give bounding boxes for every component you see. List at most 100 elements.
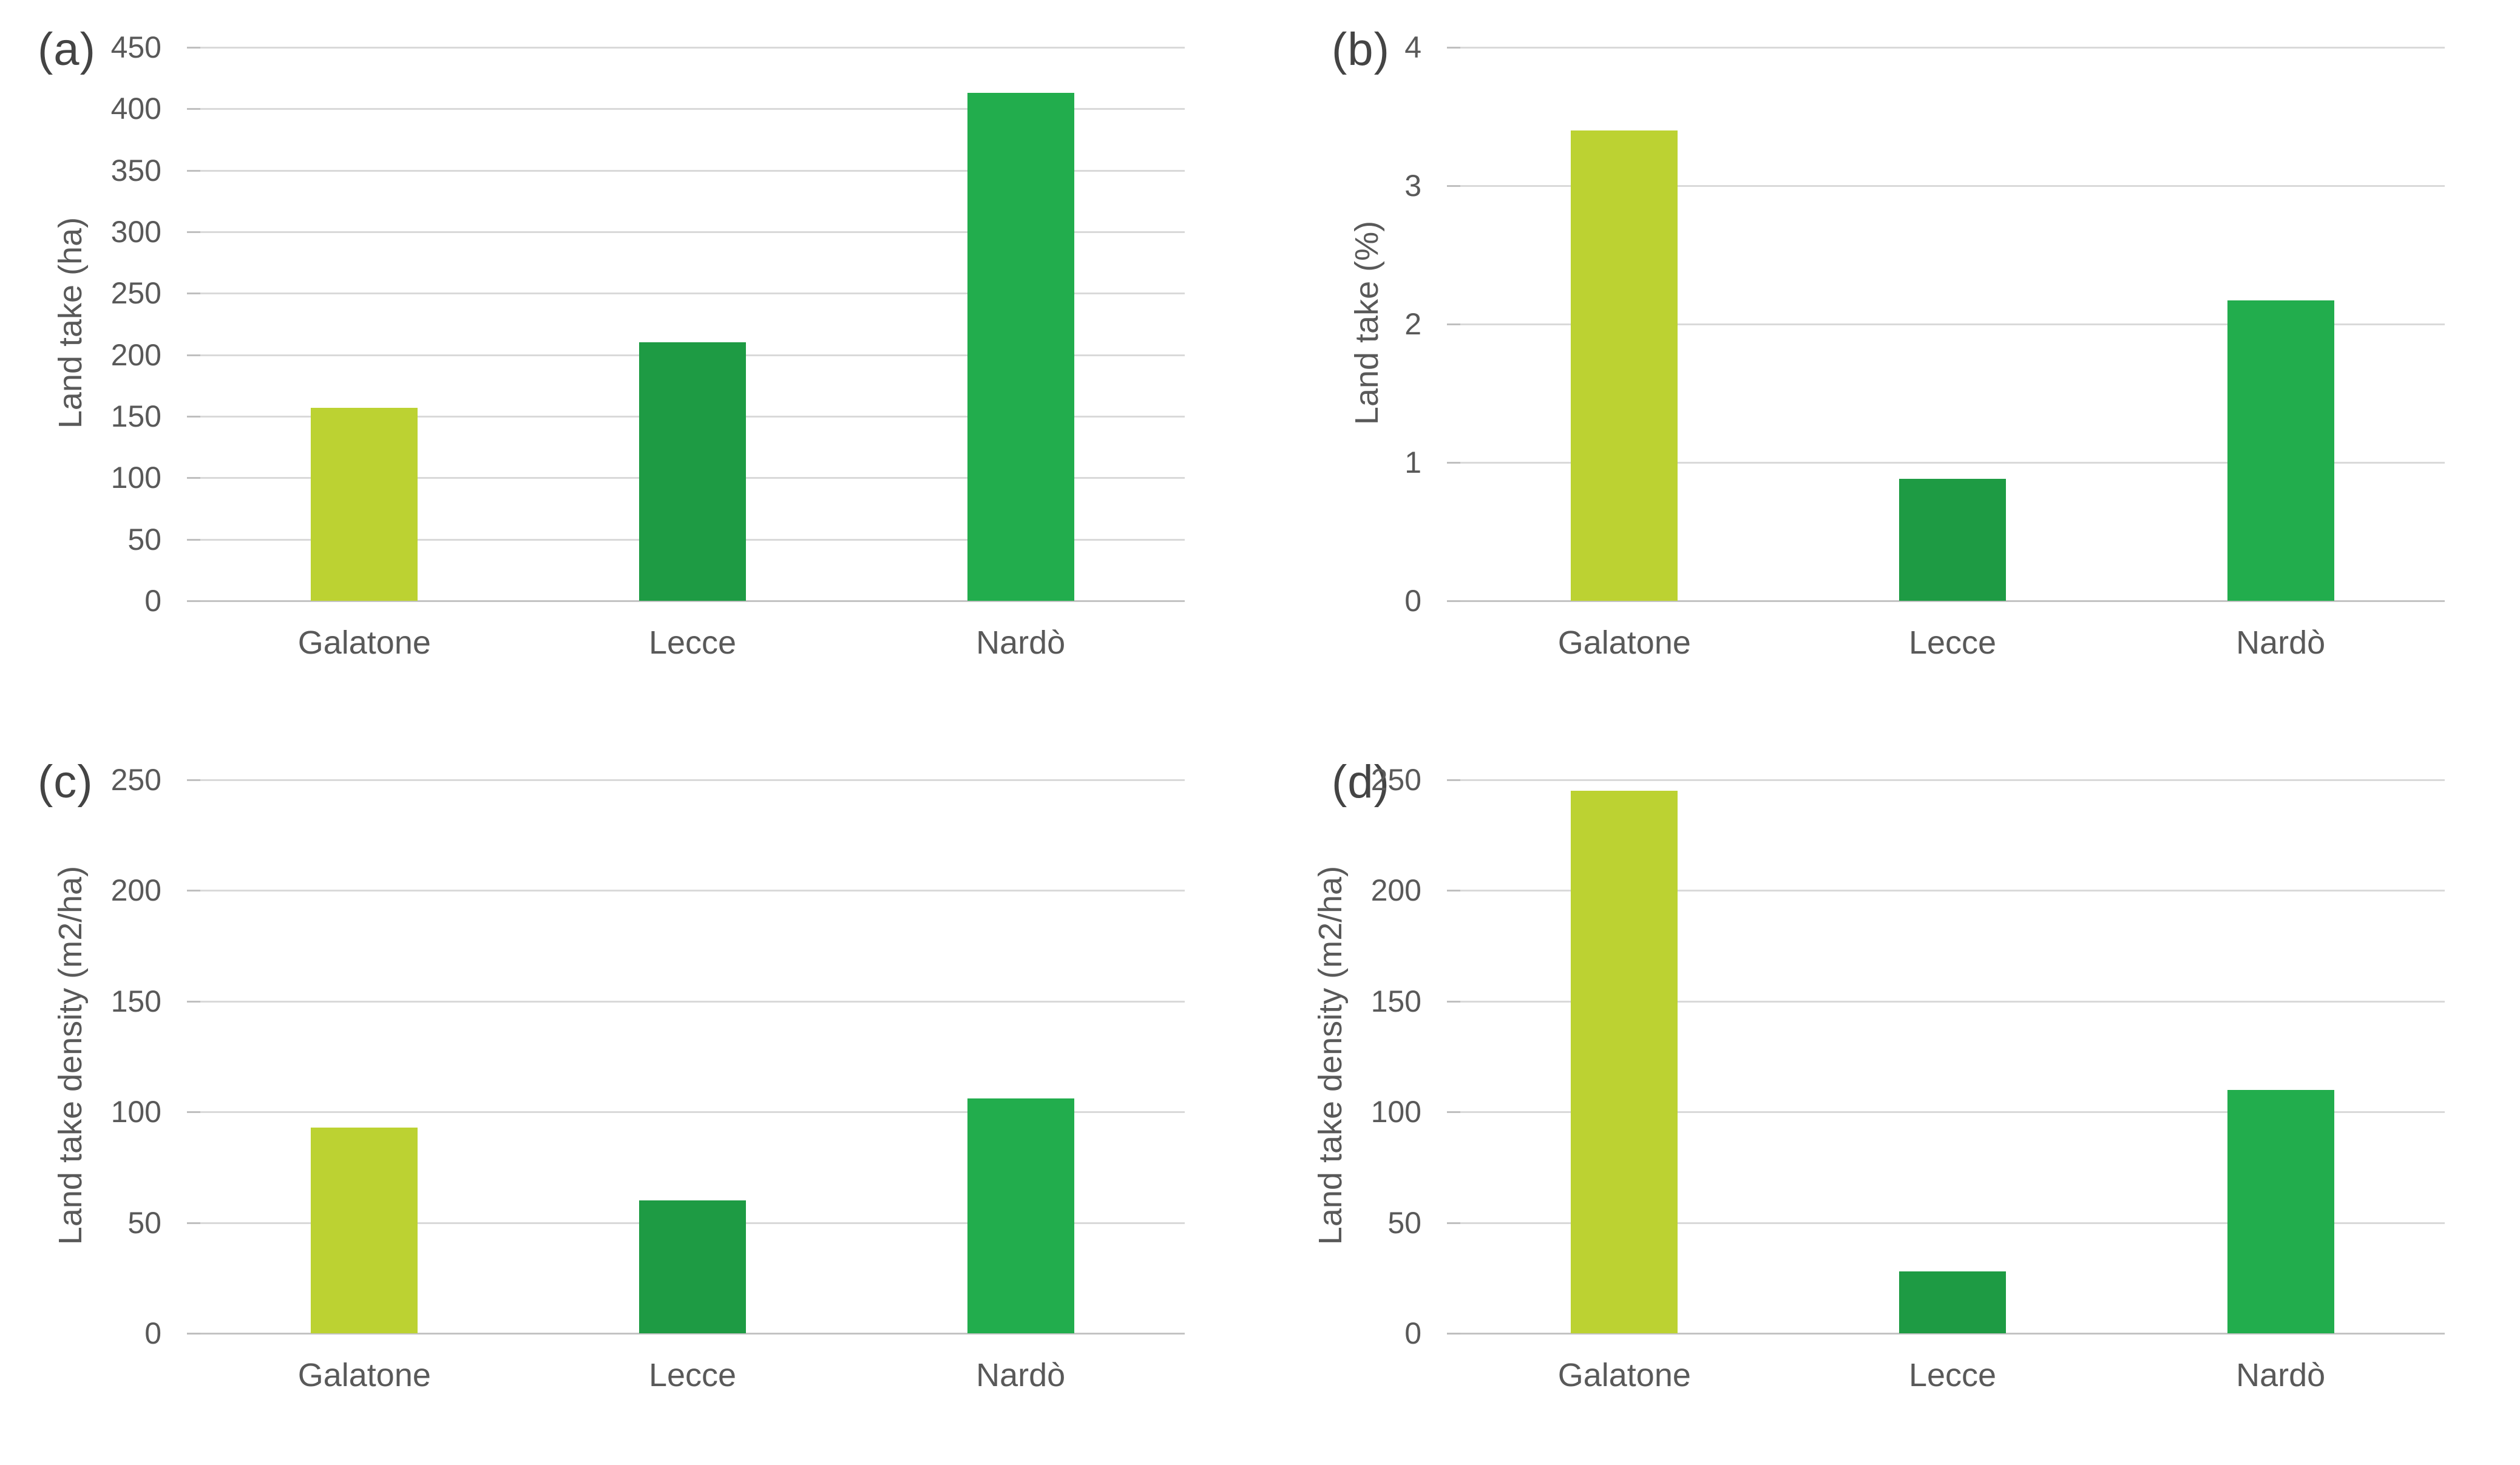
- y-tick-label: 300: [110, 215, 161, 249]
- panel-b-label: (b): [1332, 24, 1390, 75]
- y-tick-mark: [187, 416, 200, 418]
- y-tick-mark: [1447, 462, 1460, 464]
- y-tick-mark: [187, 1222, 200, 1224]
- gridline: [200, 108, 1185, 110]
- y-tick-label: 150: [1370, 984, 1421, 1018]
- gridline: [1460, 47, 2445, 49]
- y-tick-label: 1: [1404, 445, 1421, 479]
- panel-c-plot-area: 0 50 100 150 200 250 Galatone Lecce Nardò: [0, 732, 1260, 1465]
- y-tick-label: 200: [110, 337, 161, 372]
- y-tick-label: 50: [127, 522, 161, 557]
- y-tick-label: 0: [1404, 584, 1421, 618]
- chart-panel-c: (c) Land take density (m2/ha) 0 50 100 150 2…: [0, 732, 1260, 1465]
- y-tick-label: 4: [1404, 30, 1421, 64]
- chart-panel-d: (d) Land take density (m2/ha) 0 50 100 150 2…: [1260, 732, 2520, 1465]
- y-tick-mark: [1447, 47, 1460, 49]
- bar-galatone: [311, 1127, 418, 1333]
- y-tick-label: 100: [1370, 1095, 1421, 1129]
- y-tick-mark: [1447, 600, 1460, 602]
- y-tick-mark: [1447, 323, 1460, 325]
- bar-lecce: [639, 342, 746, 601]
- chart-panel-a: (a) Land take (ha) 0 50 100 150 200 250 300 350…: [0, 0, 1260, 732]
- y-tick-mark: [187, 47, 200, 49]
- y-tick-mark: [1447, 1111, 1460, 1114]
- y-tick-label: 250: [110, 763, 161, 797]
- y-tick-label: 450: [110, 30, 161, 64]
- gridline: [200, 293, 1185, 295]
- x-category-label-lecce: Lecce: [1908, 624, 1997, 661]
- panel-a-plot-area: 0 50 100 150 200 250 300 350 400 450 Galatone Lecce…: [0, 0, 1260, 732]
- y-tick-label: 0: [144, 584, 161, 618]
- y-tick-mark: [187, 293, 200, 295]
- y-tick-label: 3: [1404, 169, 1421, 203]
- x-category-label-galatone: Galatone: [1557, 624, 1691, 661]
- gridline: [1460, 1000, 2445, 1003]
- panel-a-label: (a): [38, 24, 96, 75]
- y-tick-label: 250: [110, 276, 161, 311]
- bar-galatone: [311, 407, 418, 601]
- x-category-label-galatone: Galatone: [1557, 1357, 1691, 1393]
- chart-panel-b: (b) Land take (%) 0 1 2 3 4 Galatone Lecce Nard…: [1260, 0, 2520, 732]
- gridline: [200, 231, 1185, 233]
- x-axis-line: [1460, 600, 2445, 602]
- panel-c-label: (c): [38, 756, 93, 808]
- bar-lecce: [639, 1200, 746, 1333]
- gridline: [200, 47, 1185, 49]
- gridline: [1460, 1111, 2445, 1114]
- gridline: [200, 779, 1185, 781]
- y-tick-mark: [187, 890, 200, 892]
- panel-d-label: (d): [1332, 756, 1390, 808]
- y-tick-label: 100: [110, 1095, 161, 1129]
- y-tick-label: 250: [1370, 763, 1421, 797]
- y-tick-mark: [187, 354, 200, 356]
- bar-nardo: [2227, 1089, 2334, 1333]
- y-tick-mark: [187, 169, 200, 172]
- y-tick-label: 0: [1404, 1316, 1421, 1350]
- y-tick-mark: [1447, 1222, 1460, 1224]
- y-tick-mark: [1447, 185, 1460, 187]
- y-tick-mark: [187, 779, 200, 781]
- y-tick-mark: [187, 538, 200, 541]
- y-tick-label: 100: [110, 461, 161, 495]
- y-tick-label: 400: [110, 92, 161, 126]
- gridline: [1460, 890, 2445, 892]
- y-tick-label: 200: [1370, 873, 1421, 908]
- bar-lecce: [1899, 1271, 2006, 1333]
- bar-nardo: [2227, 300, 2334, 601]
- x-category-label-lecce: Lecce: [648, 1357, 737, 1393]
- y-tick-mark: [187, 231, 200, 233]
- gridline: [200, 1000, 1185, 1003]
- y-tick-label: 0: [144, 1316, 161, 1350]
- x-category-label-galatone: Galatone: [297, 624, 431, 661]
- y-tick-mark: [187, 600, 200, 602]
- y-tick-mark: [187, 108, 200, 110]
- gridline: [1460, 323, 2445, 325]
- x-category-label-lecce: Lecce: [648, 624, 737, 661]
- y-tick-mark: [187, 1000, 200, 1003]
- gridline: [200, 890, 1185, 892]
- y-tick-mark: [1447, 1333, 1460, 1335]
- y-tick-mark: [1447, 779, 1460, 781]
- panel-d-plot-area: 0 50 100 150 200 250 Galatone Lecce Nardò: [1260, 732, 2520, 1465]
- x-category-label-nardo: Nardò: [976, 1357, 1066, 1393]
- y-tick-label: 50: [1387, 1205, 1421, 1240]
- bar-galatone: [1571, 791, 1678, 1333]
- gridline: [1460, 779, 2445, 781]
- y-tick-mark: [187, 477, 200, 479]
- bar-nardo: [967, 92, 1074, 601]
- bar-nardo: [967, 1098, 1074, 1333]
- x-category-label-galatone: Galatone: [297, 1357, 431, 1393]
- x-axis-line: [1460, 1333, 2445, 1335]
- x-axis-line: [200, 1333, 1185, 1335]
- y-tick-label: 150: [110, 399, 161, 433]
- x-category-label-nardo: Nardò: [2236, 624, 2326, 661]
- y-tick-label: 200: [110, 873, 161, 908]
- y-tick-label: 50: [127, 1205, 161, 1240]
- x-category-label-nardo: Nardò: [976, 624, 1066, 661]
- y-tick-mark: [1447, 890, 1460, 892]
- x-category-label-nardo: Nardò: [2236, 1357, 2326, 1393]
- gridline: [1460, 462, 2445, 464]
- y-tick-mark: [187, 1111, 200, 1114]
- bar-galatone: [1571, 130, 1678, 601]
